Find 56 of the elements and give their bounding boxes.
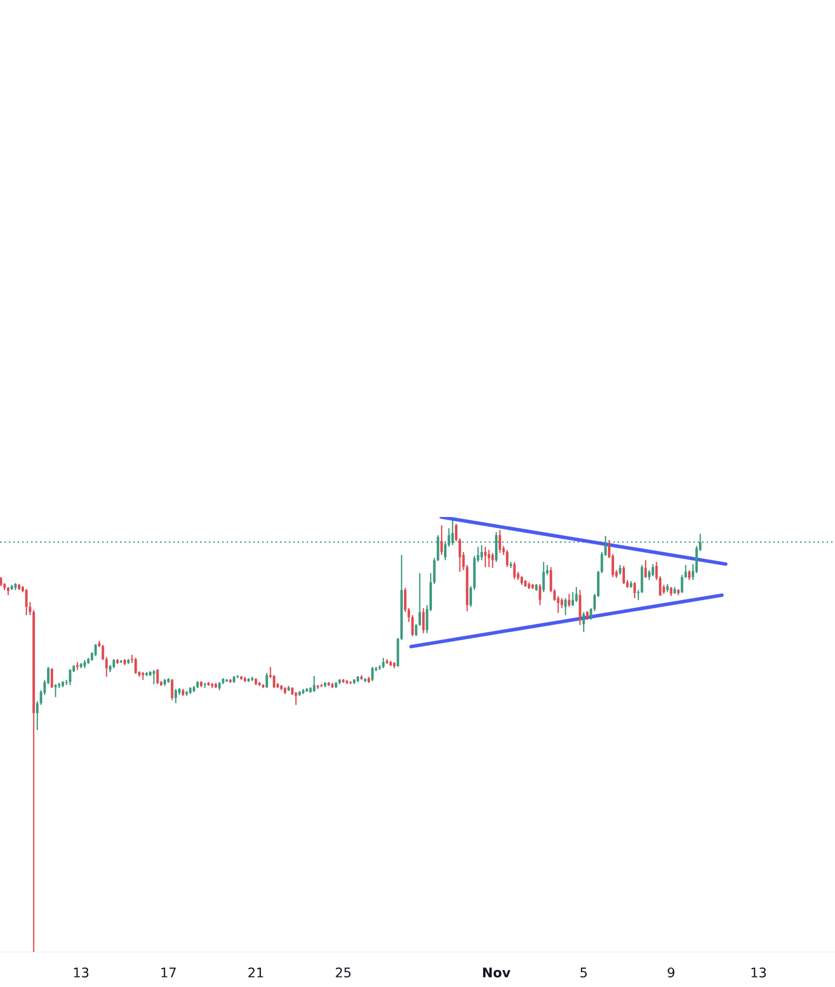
- candlestick: [568, 593, 570, 608]
- candlestick: [484, 546, 487, 568]
- candlestick: [542, 561, 545, 593]
- candlestick: [575, 586, 578, 603]
- x-tick-label: 25: [336, 968, 351, 978]
- candlestick: [652, 563, 654, 577]
- candlestick: [371, 666, 374, 682]
- x-tick-label: 17: [162, 968, 176, 978]
- candlestick: [54, 684, 57, 698]
- x-tick-label: 13: [74, 968, 88, 978]
- candlestick: [590, 608, 592, 620]
- candlestick: [312, 675, 316, 693]
- x-tick-label: Nov: [483, 968, 510, 978]
- candlestick: [50, 668, 54, 689]
- candlestick: [0, 576, 2, 587]
- candlestick: [266, 672, 268, 689]
- candlestick: [572, 592, 574, 607]
- x-tick-label: 5: [580, 968, 587, 978]
- candlestick: [174, 688, 177, 704]
- candlestick: [105, 656, 108, 678]
- candlestick: [152, 669, 156, 685]
- candlestick: [170, 678, 174, 701]
- x-tick-label: 13: [752, 968, 766, 978]
- candlestick: [648, 570, 650, 581]
- candlestick: [538, 583, 542, 606]
- candlestick: [564, 598, 567, 616]
- candlestick: [25, 588, 28, 616]
- candlestick: [550, 566, 552, 593]
- candlestick: [68, 668, 72, 686]
- candlestick: [582, 611, 585, 633]
- candlestick: [480, 544, 483, 561]
- candlestick: [382, 657, 385, 669]
- candlestick: [156, 668, 159, 685]
- candlestick: [440, 524, 443, 556]
- candlestick: [488, 549, 490, 568]
- candlestick: [644, 560, 647, 579]
- candlestick: [506, 549, 508, 568]
- candlestick: [94, 643, 97, 657]
- candlestick: [670, 586, 672, 597]
- candlestick: [272, 674, 276, 689]
- candlestick: [560, 598, 564, 609]
- candlestick: [633, 582, 636, 599]
- candlestick: [498, 529, 502, 554]
- candlestick: [491, 552, 494, 569]
- candlestick: [134, 657, 137, 674]
- candlestick: [112, 658, 116, 669]
- x-tick-label: 9: [668, 968, 674, 978]
- x-tick-label: 21: [248, 968, 264, 978]
- candlestick: [513, 561, 516, 580]
- candlestick: [556, 595, 560, 614]
- candlestick: [422, 608, 425, 634]
- candlestick: [618, 564, 622, 576]
- candlestick: [688, 570, 691, 581]
- candlestick: [102, 644, 104, 661]
- candlestick: [622, 565, 625, 585]
- candlestick: [294, 691, 298, 706]
